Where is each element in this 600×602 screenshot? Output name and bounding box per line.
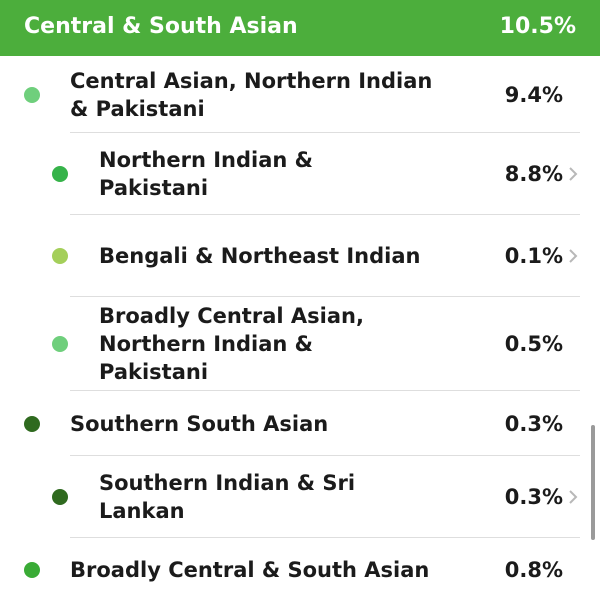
row-label: Broadly Central Asian, Northern Indian &… [99, 304, 364, 384]
row-label: Northern Indian & Pakistani [99, 148, 313, 200]
row-value: 0.3% [504, 411, 563, 436]
chevron[interactable] [568, 247, 578, 265]
list-row[interactable]: Southern Indian & Sri Lankan 0.3% [0, 456, 600, 538]
chevron-icon [569, 490, 578, 504]
color-dot [52, 489, 68, 505]
row-value: 0.5% [504, 332, 563, 356]
separator [70, 296, 580, 297]
separator [70, 537, 580, 538]
row-value: 8.8% [504, 162, 563, 186]
row-label: Central Asian, Northern Indian & Pakista… [70, 68, 433, 121]
list-row: Southern South Asian 0.3% [0, 391, 600, 456]
scrollbar [591, 425, 595, 540]
header-title: Central & South Asian [24, 14, 298, 39]
row-label: Southern South Asian [70, 411, 329, 436]
color-dot [24, 86, 40, 103]
chevron[interactable] [568, 165, 578, 183]
list-row[interactable]: Bengali & Northeast Indian 0.1% [0, 215, 600, 297]
row-value: 0.8% [504, 558, 563, 582]
row-label: Broadly Central & South Asian [70, 558, 430, 582]
header: Central & South Asian 10.5% [0, 0, 600, 56]
color-dot [52, 248, 68, 264]
color-dot [24, 562, 40, 578]
separator [70, 132, 580, 133]
chevron-icon [569, 167, 578, 181]
chevron[interactable] [568, 488, 578, 506]
list-row: Central Asian, Northern Indian & Pakista… [0, 56, 600, 133]
header-value: 10.5% [499, 14, 576, 39]
row-value: 0.3% [504, 485, 563, 509]
list-row: Broadly Central Asian, Northern Indian &… [0, 297, 600, 391]
separator [70, 455, 580, 456]
color-dot [24, 415, 40, 432]
chevron-icon [569, 249, 578, 263]
color-dot [52, 336, 68, 352]
separator [70, 214, 580, 215]
row-label: Southern Indian & Sri Lankan [99, 471, 356, 523]
separator [70, 390, 580, 391]
row-value: 9.4% [504, 82, 563, 107]
list-row[interactable]: Northern Indian & Pakistani 8.8% [0, 133, 600, 215]
list-row: Broadly Central & South Asian 0.8% [0, 538, 600, 602]
color-dot [52, 166, 68, 182]
row-label: Bengali & Northeast Indian [99, 244, 421, 268]
row-value: 0.1% [504, 244, 563, 268]
